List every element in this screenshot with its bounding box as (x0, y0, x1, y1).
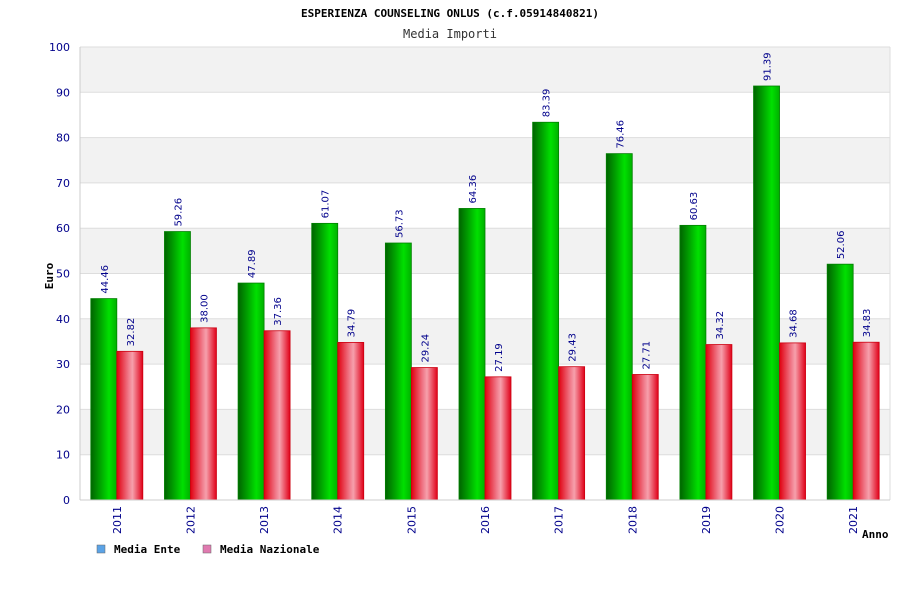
x-tick-label: 2017 (553, 506, 566, 534)
chart-title: ESPERIENZA COUNSELING ONLUS (c.f.0591484… (301, 7, 599, 20)
bars-group: 44.46 32.82 59.26 38.00 47.89 37.36 61.07 34.79… (90, 52, 880, 501)
data-label: 60.63 (689, 192, 700, 221)
legend-label: Media Nazionale (220, 543, 320, 556)
legend-swatch (202, 544, 212, 554)
y-tick-label: 30 (56, 358, 70, 371)
data-label: 27.19 (494, 343, 505, 372)
data-label: 59.26 (173, 198, 184, 227)
data-label: 91.39 (763, 52, 774, 81)
legend: Media Ente Media Nazionale (96, 543, 320, 556)
data-label: 34.79 (347, 309, 358, 338)
bar-media-ente (753, 85, 780, 501)
chart-subtitle: Media Importi (403, 27, 497, 41)
y-tick-label: 40 (56, 313, 70, 326)
bar-media-nazionale (337, 342, 365, 501)
x-tick-label: 2015 (405, 506, 418, 534)
bar-media-nazionale (263, 330, 291, 501)
data-label: 64.36 (468, 175, 479, 204)
y-tick-label: 0 (63, 494, 70, 507)
x-tick-label: 2012 (184, 506, 197, 534)
bar-media-nazionale (631, 374, 659, 501)
x-tick-label: 2019 (700, 506, 713, 534)
bar-media-ente (679, 224, 707, 501)
data-label: 29.24 (420, 334, 431, 363)
bar-media-nazionale (484, 376, 512, 501)
x-axis-label: Anno (862, 528, 889, 541)
bar-media-ente (826, 263, 854, 501)
data-label: 29.43 (568, 333, 579, 362)
x-tick-label: 2014 (332, 506, 345, 534)
bar-media-nazionale (705, 344, 733, 501)
data-label: 56.73 (394, 209, 405, 238)
bar-media-nazionale (852, 341, 880, 501)
bar-media-ente (532, 121, 560, 501)
bar-media-nazionale (116, 350, 144, 501)
data-label: 47.89 (247, 249, 258, 278)
y-tick-label: 70 (56, 177, 70, 190)
legend-swatch (96, 544, 106, 554)
bar-media-nazionale (558, 366, 586, 501)
y-tick-label: 60 (56, 222, 70, 235)
y-tick-label: 50 (56, 268, 70, 281)
data-label: 32.82 (126, 318, 137, 347)
bar-media-ente (90, 298, 118, 501)
data-label: 27.71 (641, 341, 652, 370)
legend-label: Media Ente (114, 543, 181, 556)
bar-media-ente (458, 208, 486, 501)
x-tick-label: 2021 (847, 506, 860, 534)
data-label: 83.39 (542, 89, 553, 118)
x-tick-label: 2020 (774, 506, 787, 534)
y-tick-label: 100 (49, 41, 70, 54)
y-tick-label: 20 (56, 403, 70, 416)
bar-media-ente (164, 231, 191, 501)
bar-media-ente (605, 153, 633, 501)
y-axis: 0 10 20 30 40 50 60 70 80 90 100 (49, 41, 70, 507)
bar-media-nazionale (410, 367, 438, 501)
data-label: 44.46 (100, 265, 111, 294)
bar-media-nazionale (779, 342, 806, 501)
bar-media-nazionale (190, 327, 217, 501)
bar-media-ente (237, 282, 265, 501)
x-tick-label: 2016 (479, 506, 492, 534)
x-tick-label: 2013 (258, 506, 271, 534)
y-tick-label: 90 (56, 86, 70, 99)
data-label: 34.68 (789, 309, 800, 338)
plot-band (80, 47, 890, 93)
bar-media-ente (311, 222, 339, 501)
bar-media-ente (384, 242, 412, 501)
y-tick-label: 80 (56, 132, 70, 145)
x-tick-label: 2018 (626, 506, 639, 534)
data-label: 37.36 (273, 297, 284, 326)
data-label: 61.07 (321, 190, 332, 219)
x-axis: 2011 2012 2013 2014 2015 2016 2017 2018 2019 2020… (80, 499, 890, 534)
data-label: 38.00 (199, 294, 210, 323)
y-axis-label: Euro (43, 262, 56, 289)
data-label: 52.06 (836, 231, 847, 260)
y-tick-label: 10 (56, 449, 70, 462)
data-label: 34.32 (715, 311, 726, 340)
data-label: 34.83 (862, 309, 873, 338)
x-tick-label: 2011 (111, 506, 124, 534)
data-label: 76.46 (615, 120, 626, 149)
